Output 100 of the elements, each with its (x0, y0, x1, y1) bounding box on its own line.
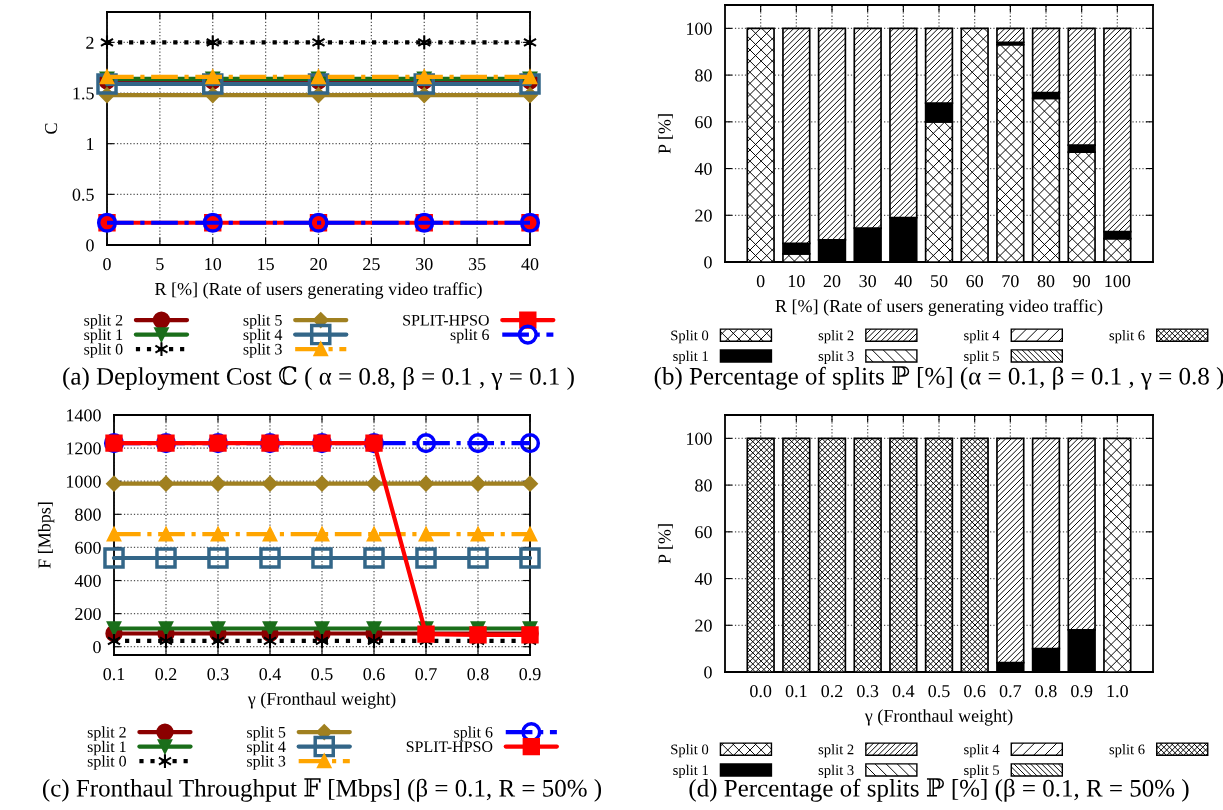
y-axis-title: P [%] (657, 114, 673, 154)
x-tick-label: 0.8 (1035, 685, 1057, 698)
legend-label: split 6 (1109, 744, 1145, 758)
x-axis-title: R [%] (Rate of users generating video traffic) (154, 282, 482, 299)
x-tick-label: 0.2 (155, 668, 177, 681)
x-tick-label: 0.2 (821, 685, 843, 698)
legend-label: split 3 (243, 343, 282, 358)
y-tick-label: 60 (695, 526, 712, 539)
y-tick-label: 1 (87, 138, 94, 150)
legend-label: split 6 (1109, 330, 1145, 344)
legend-label: split 6 (454, 726, 493, 741)
x-tick-label: 1.0 (1107, 685, 1128, 698)
text: (c) Fronthaul Throughput 𝔽 [Mbps] (β = 0.1, R = 50% ) (42, 778, 602, 802)
x-tick-label: 0 (756, 275, 765, 288)
x-tick-label: 0.5 (311, 668, 333, 681)
x-tick-label: 0.7 (415, 668, 437, 681)
x-tick-label: 25 (363, 258, 380, 271)
x-tick-label: 80 (1037, 275, 1055, 288)
y-tick-label: 1200 (66, 442, 101, 455)
legend-label: Split 0 (671, 330, 709, 344)
y-axis-title: F [Mbps] (37, 502, 55, 569)
legend-label: split 2 (818, 330, 854, 344)
y-tick-label: 40 (694, 572, 712, 585)
legend-label: split 1 (673, 764, 708, 779)
y-tick-label: 400 (74, 574, 101, 587)
y-tick-label: 0.5 (72, 188, 94, 201)
y-tick-label: 0 (93, 640, 101, 654)
text: (a) Deployment Cost ℂ ( α = 0.8, β = 0.1 , γ = 0.1 ) (63, 366, 574, 390)
x-tick-label: 40 (894, 275, 912, 288)
y-tick-label: 20 (695, 209, 712, 222)
legend-label: split 1 (673, 350, 708, 365)
x-tick-label: 20 (823, 275, 841, 288)
y-axis-title: P [%] (657, 524, 673, 564)
x-tick-label: 60 (966, 275, 984, 288)
x-tick-label: 30 (859, 275, 877, 288)
x-tick-label: 0.6 (363, 668, 385, 681)
legend-label: split 3 (818, 764, 854, 779)
x-tick-label: 100 (1105, 275, 1131, 288)
x-tick-label: 0.4 (892, 685, 915, 698)
x-tick-label: 40 (521, 258, 539, 271)
legend-label: split 2 (84, 314, 123, 329)
x-tick-label: 0.0 (750, 685, 772, 698)
x-tick-label: 35 (468, 258, 486, 271)
legend-label: split 1 (87, 740, 126, 756)
legend-label: split 4 (964, 330, 1000, 344)
legend-label: split 5 (247, 726, 286, 741)
y-tick-label: 40 (694, 162, 712, 175)
x-tick-label: 50 (931, 275, 948, 288)
legend-label: split 2 (818, 744, 854, 758)
y-tick-label: 20 (695, 619, 712, 632)
x-tick-label: 90 (1073, 275, 1091, 288)
legend-label: split 5 (243, 314, 282, 329)
x-tick-label: 0.8 (467, 668, 489, 681)
y-tick-label: 1000 (66, 475, 101, 488)
x-tick-label: 20 (310, 258, 327, 271)
y-tick-label: 1400 (66, 409, 101, 422)
y-tick-label: 0 (86, 239, 94, 252)
text: (b) Percentage of splits ℙ [%] (α = 0.1, β = 0.1 , γ = 0.8 ) (654, 366, 1223, 390)
legend-label: SPLIT-HPSO (403, 314, 489, 326)
y-tick-label: 100 (687, 432, 712, 445)
legend-label: Split 0 (671, 744, 709, 758)
x-tick-label: 0.4 (259, 668, 281, 681)
x-tick-label: 0.7 (999, 685, 1022, 698)
x-axis-title: γ (Fronthaul weight) (247, 692, 396, 709)
y-tick-label: 2 (86, 36, 94, 49)
x-tick-label: 0.1 (785, 685, 807, 698)
legend-label: split 0 (87, 755, 127, 770)
x-tick-label: 0.1 (103, 668, 125, 681)
legend-label: split 4 (964, 744, 1000, 758)
y-tick-label: 200 (75, 607, 101, 621)
y-tick-label: 100 (687, 22, 712, 35)
x-tick-label: 15 (258, 258, 274, 271)
y-axis-title: C (45, 123, 58, 134)
legend-label: split 4 (243, 328, 283, 344)
x-tick-label: 0.3 (857, 685, 879, 698)
legend-label: split 0 (84, 343, 123, 358)
y-tick-label: 600 (75, 541, 101, 554)
text: (d) Percentage of splits ℙ [%] (β = 0.1, R = 50% ) (689, 778, 1189, 802)
x-tick-label: 10 (205, 258, 222, 271)
legend-label: split 5 (964, 350, 1000, 365)
y-tick-label: 1.5 (73, 87, 94, 100)
x-axis-title: γ (Fronthaul weight) (864, 709, 1013, 726)
x-tick-label: 0 (103, 258, 111, 271)
x-axis-title: R [%] (Rate of users generating video traffic) (775, 299, 1103, 316)
x-tick-label: 0.3 (207, 668, 229, 681)
x-tick-label: 0.6 (964, 685, 986, 698)
y-tick-label: 80 (695, 69, 712, 82)
y-tick-label: 60 (695, 116, 712, 129)
x-tick-label: 5 (156, 258, 164, 271)
y-tick-label: 800 (75, 508, 101, 521)
legend-label: split 3 (818, 350, 854, 365)
legend-label: split 2 (87, 726, 126, 741)
x-tick-label: 10 (788, 275, 805, 288)
legend-label: split 1 (84, 328, 123, 344)
legend-label: SPLIT-HPSO (406, 741, 493, 753)
legend-label: split 4 (247, 740, 286, 756)
x-tick-label: 0.9 (1071, 685, 1093, 698)
x-tick-label: 0.5 (928, 685, 950, 698)
x-tick-label: 30 (416, 258, 433, 271)
legend-label: split 3 (247, 755, 286, 770)
